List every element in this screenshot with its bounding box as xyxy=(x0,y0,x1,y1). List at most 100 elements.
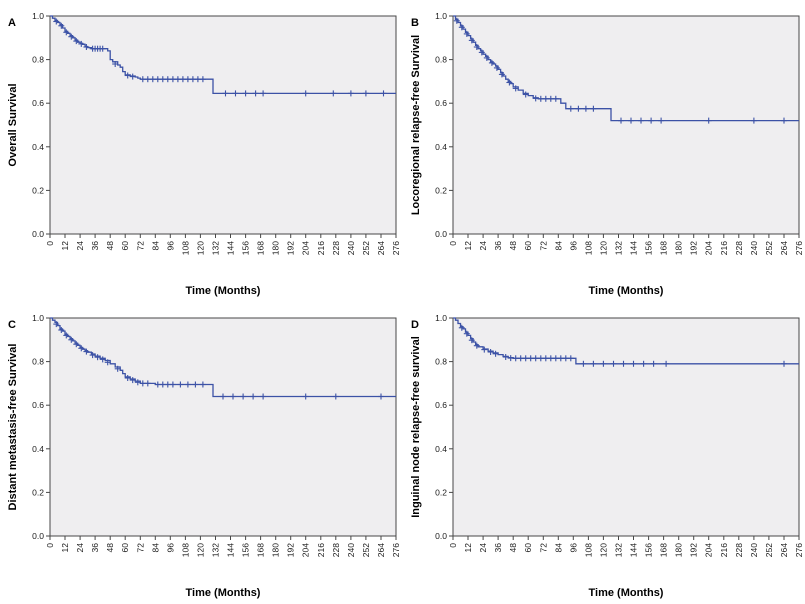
x-tick-label: 192 xyxy=(688,241,698,255)
y-tick-label: 0.2 xyxy=(435,185,447,195)
x-tick-label: 12 xyxy=(60,543,70,553)
y-tick-label: 0.0 xyxy=(32,229,44,239)
x-tick-label: 168 xyxy=(256,543,266,557)
x-tick-label: 132 xyxy=(211,543,221,557)
x-tick-label: 72 xyxy=(538,241,548,251)
plot-background xyxy=(49,15,397,235)
x-tick-label: 0 xyxy=(448,543,458,548)
x-tick-label: 252 xyxy=(763,543,773,557)
x-tick-label: 48 xyxy=(105,241,115,251)
x-tick-label: 276 xyxy=(794,241,804,255)
x-tick-label: 72 xyxy=(538,543,548,553)
x-tick-label: 120 xyxy=(598,543,608,557)
x-tick-label: 216 xyxy=(316,241,326,255)
x-tick-label: 24 xyxy=(478,543,488,553)
x-tick-label: 12 xyxy=(463,543,473,553)
x-tick-label: 180 xyxy=(271,241,281,255)
km-chart-C: 0 12 24 36 48 60 72 84 96 108 120 132 144 156 168 180 19… xyxy=(7,313,401,599)
km-panel-C: 0 12 24 36 48 60 72 84 96 108 120 132 144 156 168 180 19… xyxy=(0,302,402,604)
x-tick-label: 96 xyxy=(165,543,175,553)
plot-area-D: 0 12 24 36 48 60 72 84 96 108 120 132 144 156 168 180 19… xyxy=(435,313,804,557)
x-tick-label: 156 xyxy=(643,543,653,557)
x-tick-label: 216 xyxy=(718,241,728,255)
x-tick-label: 240 xyxy=(748,543,758,557)
x-tick-label: 240 xyxy=(748,241,758,255)
x-tick-label: 84 xyxy=(150,241,160,251)
y-tick-label: 1.0 xyxy=(32,11,44,21)
x-tick-label: 276 xyxy=(794,543,804,557)
y-tick-label: 0.4 xyxy=(435,142,447,152)
x-tick-label: 204 xyxy=(301,543,311,557)
x-tick-label: 216 xyxy=(718,543,728,557)
x-tick-label: 12 xyxy=(463,241,473,251)
x-tick-label: 48 xyxy=(508,543,518,553)
y-tick-label: 0.4 xyxy=(435,444,447,454)
y-tick-label: 0.0 xyxy=(435,229,447,239)
y-tick-label: 1.0 xyxy=(32,313,44,323)
x-tick-label: 60 xyxy=(523,543,533,553)
x-tick-label: 216 xyxy=(316,543,326,557)
panel-letter: A xyxy=(8,17,16,29)
x-tick-label: 204 xyxy=(703,543,713,557)
km-chart-A: 0 12 24 36 48 60 72 84 96 108 120 132 144 156 168 180 19… xyxy=(7,11,401,297)
y-tick-label: 0.6 xyxy=(435,98,447,108)
x-tick-label: 192 xyxy=(688,543,698,557)
x-tick-label: 252 xyxy=(361,543,371,557)
x-tick-label: 72 xyxy=(135,241,145,251)
x-tick-label: 36 xyxy=(90,241,100,251)
x-tick-label: 0 xyxy=(45,543,55,548)
x-tick-label: 108 xyxy=(180,543,190,557)
km-chart-D: 0 12 24 36 48 60 72 84 96 108 120 132 144 156 168 180 19… xyxy=(410,313,804,599)
x-tick-label: 0 xyxy=(448,241,458,246)
y-axis-title: Inguinal node relapse-free survival xyxy=(410,336,422,518)
x-axis-title: Time (Months) xyxy=(588,285,663,297)
y-tick-label: 0.4 xyxy=(32,142,44,152)
x-axis-title: Time (Months) xyxy=(186,587,261,599)
x-tick-label: 156 xyxy=(643,241,653,255)
x-tick-label: 240 xyxy=(346,241,356,255)
y-tick-label: 0.0 xyxy=(435,531,447,541)
km-panel-B: 0 12 24 36 48 60 72 84 96 108 120 132 144 156 168 180 19… xyxy=(403,0,805,302)
x-tick-label: 108 xyxy=(180,241,190,255)
y-tick-label: 0.8 xyxy=(32,357,44,367)
km-panel-D: 0 12 24 36 48 60 72 84 96 108 120 132 144 156 168 180 19… xyxy=(403,302,805,604)
panel-letter: D xyxy=(411,319,419,331)
plot-area-B: 0 12 24 36 48 60 72 84 96 108 120 132 144 156 168 180 19… xyxy=(435,11,804,255)
x-tick-label: 168 xyxy=(658,241,668,255)
x-tick-label: 156 xyxy=(241,241,251,255)
x-tick-label: 132 xyxy=(211,241,221,255)
y-tick-label: 1.0 xyxy=(435,313,447,323)
x-tick-label: 84 xyxy=(553,241,563,251)
y-tick-label: 0.2 xyxy=(32,487,44,497)
y-tick-label: 0.8 xyxy=(435,55,447,65)
plot-background xyxy=(452,15,799,235)
x-tick-label: 180 xyxy=(673,241,683,255)
x-axis-title: Time (Months) xyxy=(588,587,663,599)
x-tick-label: 264 xyxy=(779,543,789,557)
y-tick-label: 0.2 xyxy=(435,487,447,497)
x-tick-label: 84 xyxy=(553,543,563,553)
y-tick-label: 0.6 xyxy=(32,98,44,108)
x-tick-label: 36 xyxy=(493,241,503,251)
x-tick-label: 48 xyxy=(105,543,115,553)
y-axis-title: Locoregional relapse-free Survival xyxy=(410,35,422,215)
plot-background xyxy=(452,317,799,537)
km-panel-A: 0 12 24 36 48 60 72 84 96 108 120 132 144 156 168 180 19… xyxy=(0,0,402,302)
x-tick-label: 228 xyxy=(331,241,341,255)
x-tick-label: 228 xyxy=(331,543,341,557)
y-axis-title: Overall Survival xyxy=(7,83,19,166)
x-tick-label: 12 xyxy=(60,241,70,251)
x-tick-label: 228 xyxy=(733,543,743,557)
y-tick-label: 0.4 xyxy=(32,444,44,454)
x-tick-label: 156 xyxy=(241,543,251,557)
x-tick-label: 120 xyxy=(598,241,608,255)
x-tick-label: 132 xyxy=(613,241,623,255)
y-axis-title: Distant metastasis-free Survival xyxy=(7,344,19,511)
km-chart-B: 0 12 24 36 48 60 72 84 96 108 120 132 144 156 168 180 19… xyxy=(410,11,804,297)
x-axis-title: Time (Months) xyxy=(186,285,261,297)
y-tick-label: 0.6 xyxy=(32,400,44,410)
x-tick-label: 276 xyxy=(391,241,401,255)
x-tick-label: 192 xyxy=(286,241,296,255)
x-tick-label: 168 xyxy=(256,241,266,255)
